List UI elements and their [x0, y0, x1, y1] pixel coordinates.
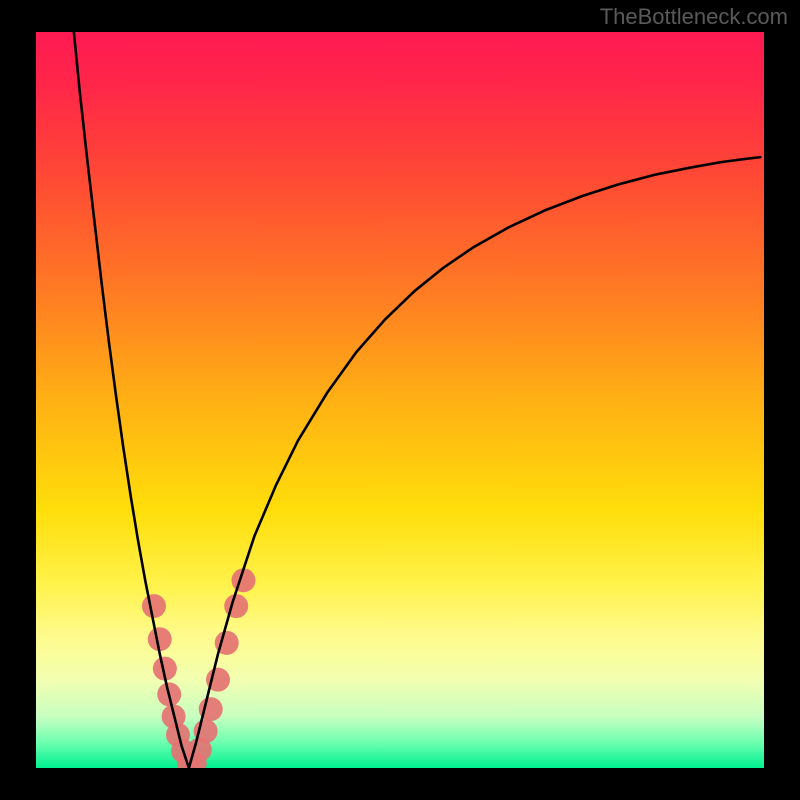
- plot-svg: [36, 32, 764, 768]
- chart-root: TheBottleneck.com: [0, 0, 800, 800]
- marker-point: [142, 594, 166, 618]
- gradient-background: [36, 32, 764, 768]
- plot-area: [36, 32, 764, 768]
- watermark-text: TheBottleneck.com: [600, 4, 788, 30]
